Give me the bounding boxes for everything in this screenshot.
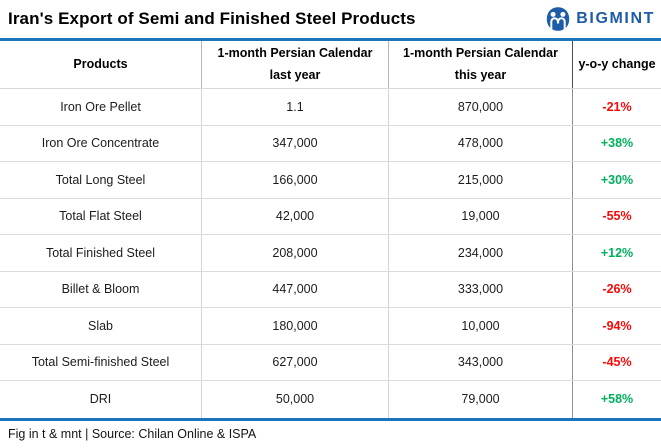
table-row: Total Long Steel 166,000 215,000 +30% [0, 162, 661, 199]
last-year-value: 1.1 [201, 89, 388, 125]
column-header-label: this year [454, 67, 507, 82]
product-name: Total Long Steel [55, 172, 146, 187]
table-row: Iron Ore Pellet 1.1 870,000 -21% [0, 89, 661, 126]
column-header-yoy-change: y-o-y change [572, 41, 661, 88]
yoy-change-value: +38% [572, 125, 661, 161]
column-header-label: 1-month Persian Calendar [403, 45, 558, 60]
table-header-row: Products 1-month Persian Calendar last y… [0, 41, 661, 89]
yoy-change-value: -55% [572, 198, 661, 234]
product-name: Total Semi-finished Steel [31, 355, 170, 370]
column-header-label: 1-month Persian Calendar [217, 45, 373, 60]
table-row: Total Finished Steel 208,000 234,000 +12… [0, 235, 661, 272]
bottom-accent-rule [0, 417, 661, 421]
table-row: Total Semi-finished Steel 627,000 343,00… [0, 344, 661, 381]
last-year-value: 180,000 [201, 308, 388, 344]
last-year-value: 42,000 [201, 198, 388, 234]
product-name: Iron Ore Pellet [60, 99, 141, 114]
last-year-value: 50,000 [201, 381, 388, 418]
footnote: Fig in t & mnt | Source: Chilan Online &… [8, 427, 257, 441]
title-bar: Iran's Export of Semi and Finished Steel… [0, 0, 661, 38]
this-year-value: 79,000 [388, 381, 572, 418]
product-name: Total Finished Steel [45, 245, 156, 260]
this-year-value: 343,000 [388, 344, 572, 380]
last-year-value: 347,000 [201, 125, 388, 161]
column-header-this-year: 1-month Persian Calendar this year [388, 41, 572, 88]
last-year-value: 627,000 [201, 344, 388, 380]
table-row: Slab 180,000 10,000 -94% [0, 308, 661, 345]
column-header-label: last year [269, 67, 321, 82]
product-name: Iron Ore Concentrate [41, 136, 160, 151]
table-row: DRI 50,000 79,000 +58% [0, 381, 661, 418]
this-year-value: 234,000 [388, 235, 572, 271]
product-name: Slab [87, 318, 114, 333]
column-header-products: Products [0, 41, 201, 88]
top-accent-rule [0, 38, 661, 41]
last-year-value: 447,000 [201, 271, 388, 307]
table-row: Iron Ore Concentrate 347,000 478,000 +38… [0, 125, 661, 162]
yoy-change-value: -94% [572, 308, 661, 344]
this-year-value: 10,000 [388, 308, 572, 344]
this-year-value: 870,000 [388, 89, 572, 125]
this-year-value: 215,000 [388, 162, 572, 198]
yoy-change-value: +30% [572, 162, 661, 198]
this-year-value: 19,000 [388, 198, 572, 234]
bigmint-logo-icon [545, 6, 571, 32]
yoy-change-value: -45% [572, 344, 661, 380]
column-header-label: Products [73, 56, 128, 71]
table-row: Billet & Bloom 447,000 333,000 -26% [0, 271, 661, 308]
this-year-value: 333,000 [388, 271, 572, 307]
last-year-value: 208,000 [201, 235, 388, 271]
yoy-change-value: -21% [572, 89, 661, 125]
product-name: DRI [89, 392, 112, 407]
yoy-change-value: +58% [572, 381, 661, 418]
this-year-value: 478,000 [388, 125, 572, 161]
page-title: Iran's Export of Semi and Finished Steel… [8, 9, 416, 28]
column-header-label: y-o-y change [578, 56, 656, 71]
product-name: Billet & Bloom [61, 282, 140, 297]
yoy-change-value: +12% [572, 235, 661, 271]
product-name: Total Flat Steel [59, 209, 142, 224]
table-body: Iron Ore Pellet 1.1 870,000 -21% Iron Or… [0, 89, 661, 418]
last-year-value: 166,000 [201, 162, 388, 198]
bigmint-logo-text: BIGMINT [576, 10, 655, 27]
column-header-last-year: 1-month Persian Calendar last year [201, 41, 388, 88]
bigmint-logo: BIGMINT [545, 6, 655, 32]
yoy-change-value: -26% [572, 271, 661, 307]
table-row: Total Flat Steel 42,000 19,000 -55% [0, 198, 661, 235]
